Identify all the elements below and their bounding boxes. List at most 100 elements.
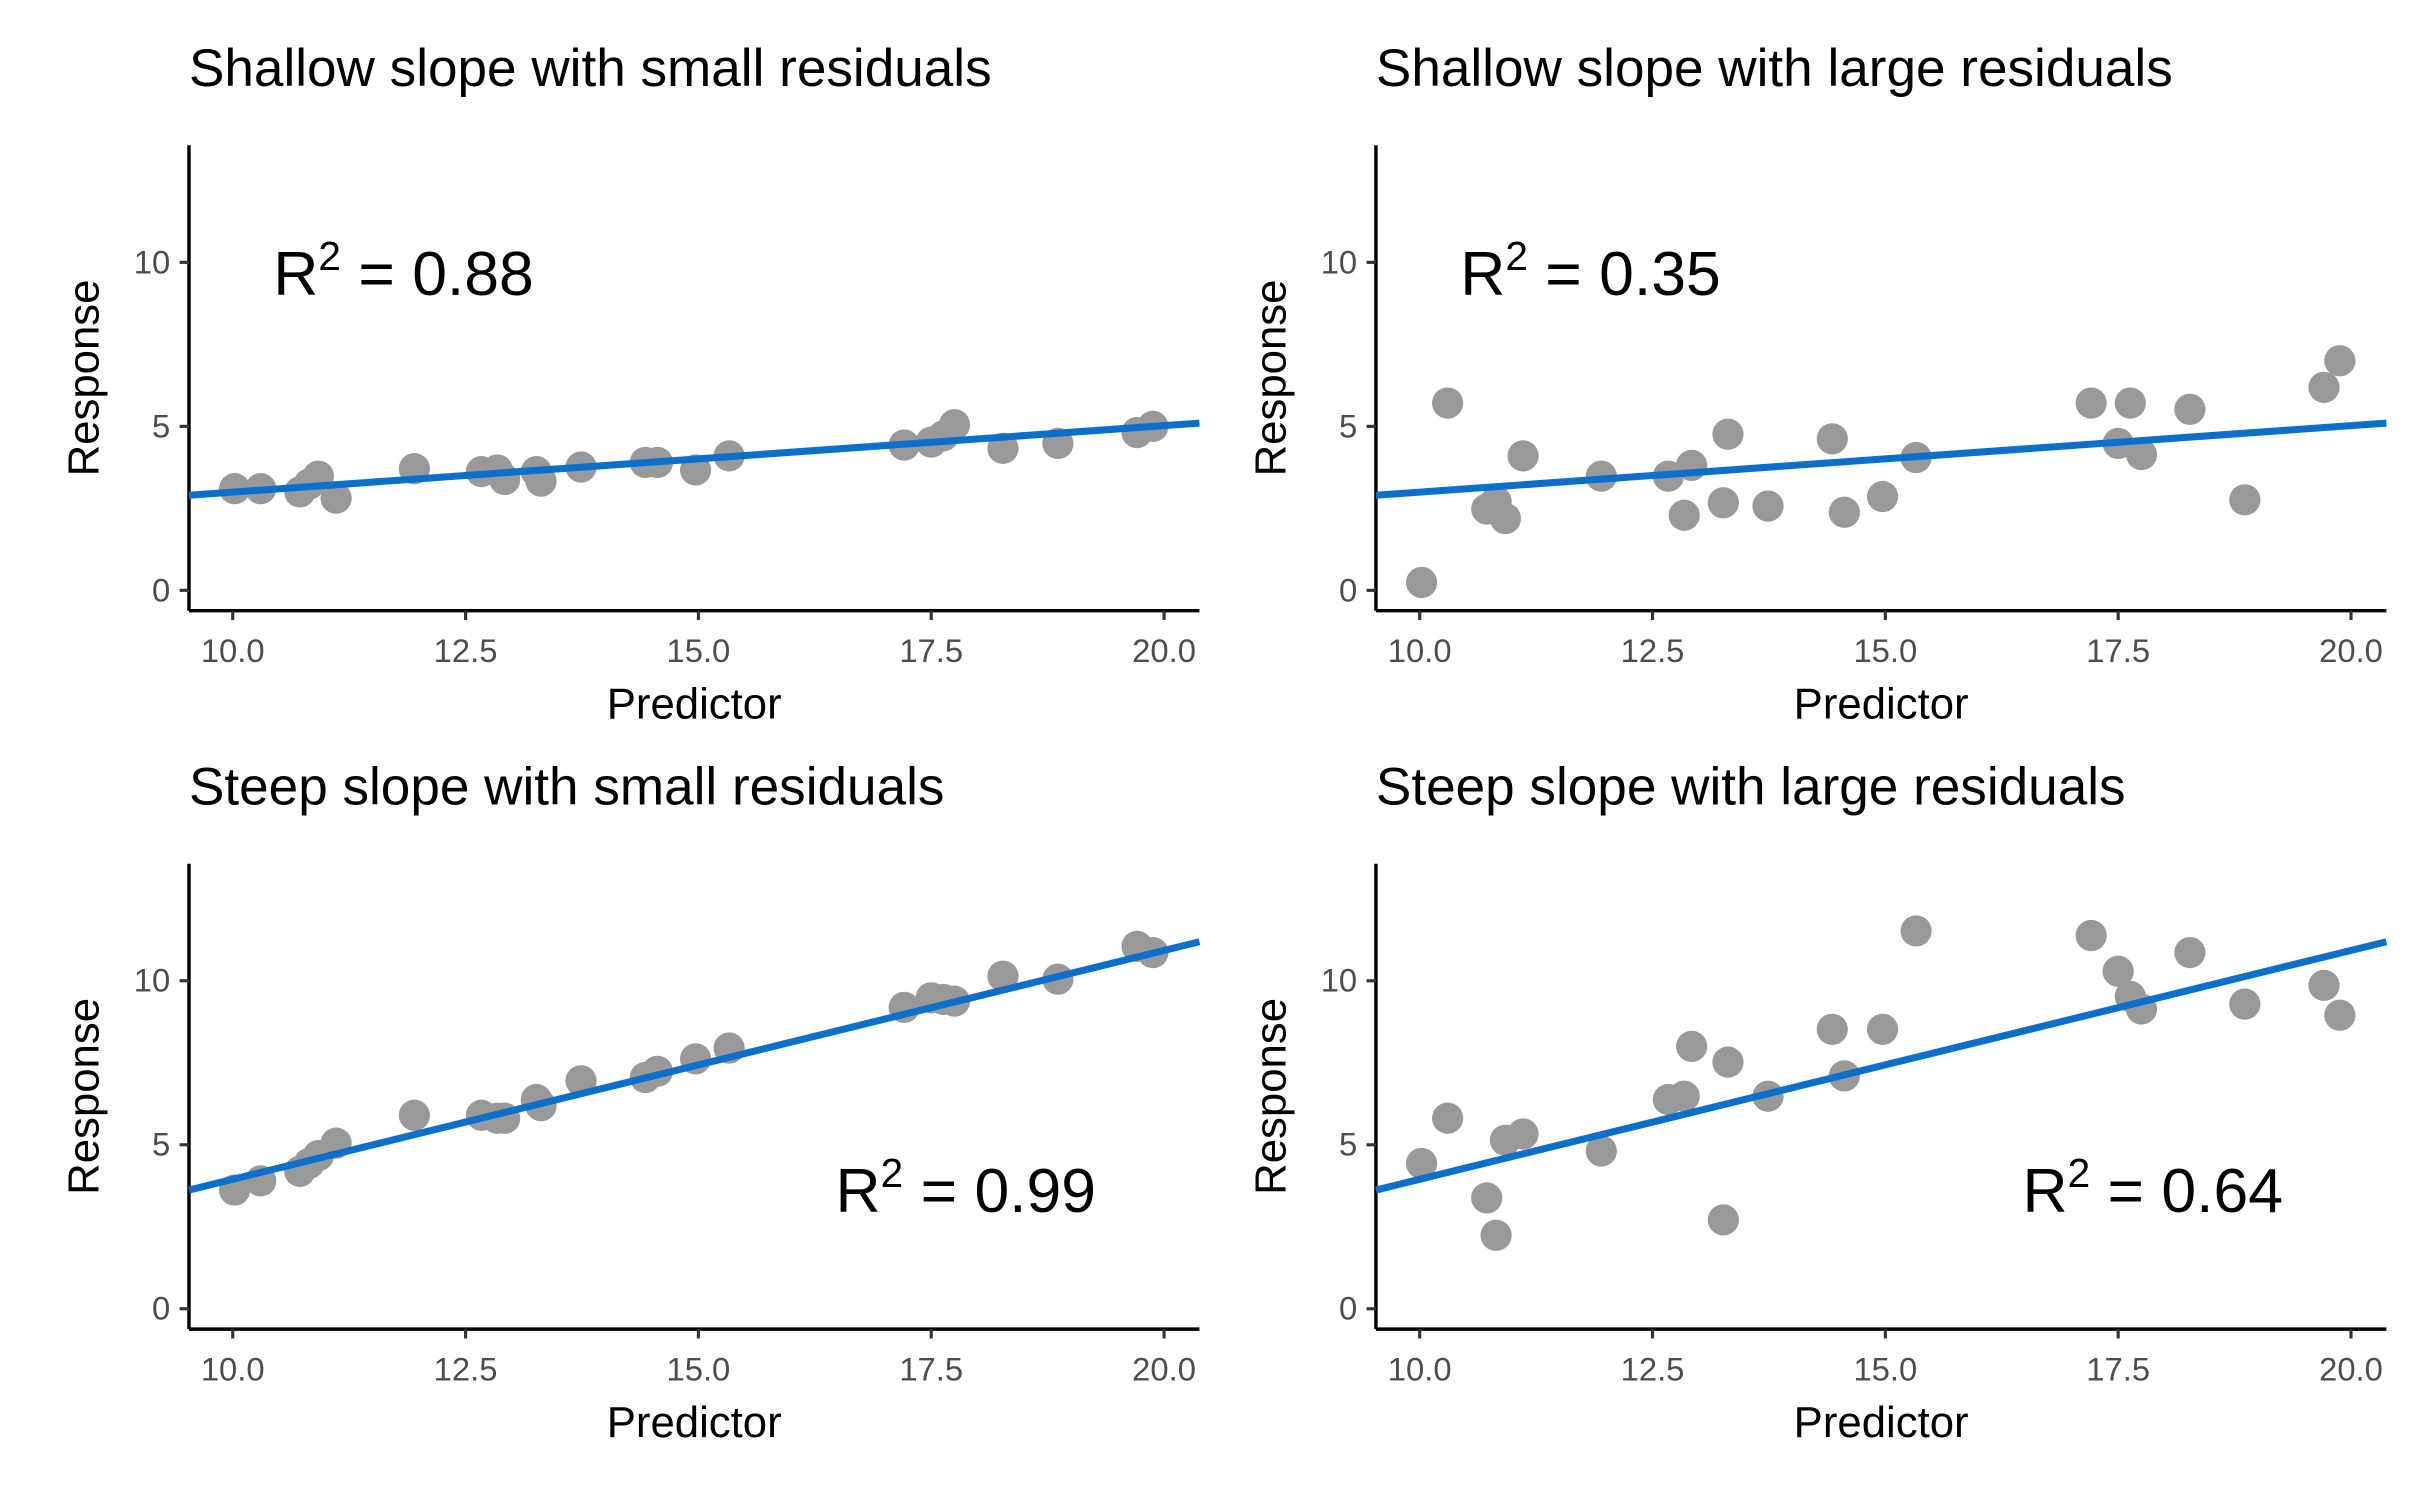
panel: Shallow slope with large residuals 10.0 12…: [1246, 39, 2387, 728]
point: [2229, 988, 2261, 1020]
x-tick-label: 20.0: [1132, 1351, 1196, 1388]
x-tick-label: 15.0: [1853, 632, 1917, 669]
point: [2174, 936, 2206, 969]
point: [2075, 387, 2107, 419]
y-tick-label: 10: [134, 962, 170, 999]
regression-line: [1375, 938, 2388, 1194]
y-tick-label: 5: [152, 407, 170, 444]
x-tick-label: 17.5: [2086, 632, 2150, 669]
point: [1676, 1030, 1708, 1063]
point: [1712, 418, 1744, 450]
y-tick-label: 10: [1321, 243, 1357, 280]
point: [2324, 999, 2356, 1031]
point: [1405, 1147, 1438, 1180]
x-tick-label: 12.5: [434, 632, 498, 669]
annotation-sup: 2: [318, 233, 341, 279]
x-tick-label: 10.0: [201, 1351, 265, 1388]
panel: Shallow slope with small residuals 10.0 12…: [59, 39, 1200, 728]
x-axis-title: Predictor: [1794, 1398, 1969, 1447]
x-tick-label: 10.0: [201, 632, 265, 669]
annotation: R2 = 0.64: [2023, 1150, 2283, 1226]
x-axis-title: Predictor: [1794, 679, 1969, 728]
y-tick-label: 0: [152, 1290, 170, 1327]
point: [2125, 438, 2158, 471]
point: [320, 482, 352, 514]
point: [1471, 1182, 1503, 1214]
x-tick-label: 10.0: [1388, 632, 1452, 669]
regression-line: [1375, 419, 2387, 499]
point: [1816, 1013, 1848, 1045]
x-tick-label: 10.0: [1388, 1351, 1452, 1388]
annotation: R2 = 0.35: [1460, 233, 1720, 309]
annotation: R2 = 0.88: [273, 233, 533, 309]
y-axis-title: Response: [59, 280, 108, 477]
point: [2102, 955, 2134, 987]
point: [1816, 423, 1848, 455]
annotation-base: R: [2023, 1156, 2068, 1226]
point: [1866, 480, 1899, 513]
x-axis-title: Predictor: [607, 679, 782, 728]
point: [2075, 919, 2107, 952]
y-axis-title: Response: [59, 998, 108, 1195]
annotation-text: = 0.88: [341, 239, 534, 309]
point: [1432, 387, 1464, 419]
point: [1489, 502, 1521, 535]
x-tick-label: 20.0: [2319, 1351, 2383, 1388]
y-tick-label: 10: [1321, 962, 1357, 999]
point: [1507, 1118, 1539, 1150]
point: [2114, 387, 2146, 419]
y-tick-label: 5: [1339, 407, 1357, 444]
annotation-sup: 2: [1505, 233, 1528, 279]
x-tick-label: 17.5: [899, 632, 963, 669]
panel: Steep slope with large residuals 10.0 12.5…: [1246, 757, 2388, 1447]
y-tick-label: 10: [134, 243, 170, 280]
y-tick-label: 0: [152, 571, 170, 608]
x-tick-label: 20.0: [1132, 632, 1196, 669]
point: [2174, 393, 2206, 425]
point: [1480, 1219, 1512, 1251]
point: [398, 1099, 430, 1131]
x-tick-label: 20.0: [2319, 632, 2383, 669]
panel-title: Shallow slope with small residuals: [189, 39, 992, 98]
x-tick-label: 15.0: [1853, 1351, 1917, 1388]
point: [1668, 1080, 1700, 1112]
panel: Steep slope with small residuals 10.0 12.5…: [59, 757, 1201, 1447]
point: [1668, 499, 1700, 531]
regression-line: [188, 938, 1201, 1194]
annotation-text: = 0.35: [1528, 239, 1721, 309]
point: [938, 409, 971, 441]
annotation-sup: 2: [2068, 1150, 2091, 1196]
x-axis-title: Predictor: [607, 1398, 782, 1447]
point: [1707, 1204, 1739, 1236]
panel-title: Steep slope with large residuals: [1376, 757, 2126, 816]
panel-title: Shallow slope with large residuals: [1376, 39, 2173, 98]
point: [2308, 969, 2340, 1001]
y-axis-title: Response: [1246, 280, 1295, 477]
annotation: R2 = 0.99: [836, 1150, 1096, 1226]
point: [1752, 490, 1784, 522]
point: [1585, 1135, 1617, 1167]
annotation-text: = 0.99: [903, 1156, 1096, 1226]
point: [1507, 440, 1539, 472]
point: [1900, 915, 1932, 947]
annotation-base: R: [273, 239, 318, 309]
y-tick-label: 0: [1339, 571, 1357, 608]
point: [1828, 496, 1860, 528]
annotation-text: = 0.64: [2090, 1156, 2283, 1226]
y-axis-title: Response: [1246, 998, 1295, 1195]
point: [1712, 1046, 1744, 1078]
annotation-base: R: [1460, 239, 1505, 309]
x-tick-label: 12.5: [434, 1351, 498, 1388]
point: [1432, 1102, 1464, 1134]
point: [1707, 487, 1739, 519]
x-tick-label: 17.5: [899, 1351, 963, 1388]
x-tick-label: 15.0: [666, 632, 730, 669]
point: [2229, 484, 2261, 516]
point: [987, 960, 1019, 992]
panel-title: Steep slope with small residuals: [189, 757, 944, 816]
y-tick-label: 0: [1339, 1290, 1357, 1327]
point: [2308, 371, 2340, 403]
y-tick-label: 5: [1339, 1126, 1357, 1163]
